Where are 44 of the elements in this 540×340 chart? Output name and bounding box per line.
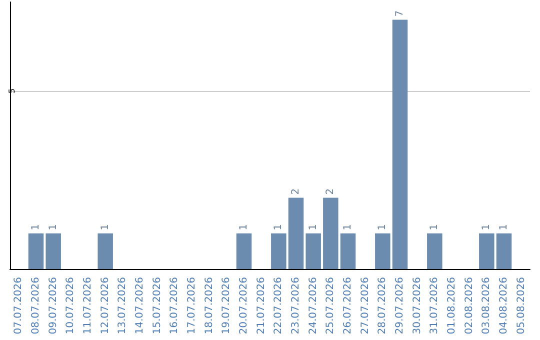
x-tick-label: 25.07.2026 bbox=[325, 277, 336, 334]
data-label: 1 bbox=[100, 224, 111, 230]
x-tick-label: 26.07.2026 bbox=[342, 277, 354, 334]
x-tick-label: 13.07.2026 bbox=[117, 277, 128, 334]
x-tick-label: 08.07.2026 bbox=[30, 277, 42, 334]
x-tick-label: 29.07.2026 bbox=[394, 277, 406, 334]
x-tick-label: 16.07.2026 bbox=[169, 277, 180, 334]
x-tick-label: 22.07.2026 bbox=[273, 277, 284, 334]
x-tick-label: 09.07.2026 bbox=[48, 277, 59, 334]
data-label: 7 bbox=[394, 10, 406, 17]
x-tick-label: 19.07.2026 bbox=[221, 277, 232, 334]
x-tick-label: 27.07.2026 bbox=[360, 277, 371, 334]
data-label: 1 bbox=[238, 224, 250, 230]
data-label: 2 bbox=[290, 188, 302, 195]
x-tick-label: 31.07.2026 bbox=[429, 277, 440, 334]
x-tick-label: 07.07.2026 bbox=[13, 277, 24, 334]
x-tick-label: 12.07.2026 bbox=[100, 277, 111, 334]
data-label: 1 bbox=[308, 224, 319, 230]
data-label: 1 bbox=[30, 224, 42, 230]
x-tick-label: 10.07.2026 bbox=[65, 277, 76, 334]
x-tick-label: 17.07.2026 bbox=[186, 277, 198, 334]
data-label: 1 bbox=[48, 224, 59, 230]
data-label: 1 bbox=[481, 224, 492, 230]
x-tick-label: 18.07.2026 bbox=[204, 277, 215, 334]
data-label: 1 bbox=[342, 224, 354, 230]
x-tick-label: 30.07.2026 bbox=[412, 277, 423, 334]
x-tick-label: 14.07.2026 bbox=[134, 277, 146, 334]
x-tick-label: 01.08.2026 bbox=[446, 277, 458, 334]
x-tick-label: 11.07.2026 bbox=[82, 277, 94, 334]
data-label: 1 bbox=[273, 224, 284, 230]
x-tick-label: 21.07.2026 bbox=[256, 277, 267, 334]
data-label: 1 bbox=[498, 224, 510, 230]
x-tick-label: 23.07.2026 bbox=[290, 277, 302, 334]
x-tick-label: 15.07.2026 bbox=[152, 277, 163, 334]
data-label: 1 bbox=[377, 224, 388, 230]
x-tick-label: 05.08.2026 bbox=[516, 277, 527, 334]
x-tick-label: 02.08.2026 bbox=[464, 277, 475, 334]
x-tick-label: 04.08.2026 bbox=[498, 277, 510, 334]
x-tick-label: 03.08.2026 bbox=[481, 277, 492, 334]
data-label: 1 bbox=[429, 224, 440, 230]
data-label: 2 bbox=[325, 188, 336, 195]
x-tick-label: 24.07.2026 bbox=[308, 277, 319, 334]
x-tick-label: 20.07.2026 bbox=[238, 277, 250, 334]
x-tick-label: 28.07.2026 bbox=[377, 277, 388, 334]
